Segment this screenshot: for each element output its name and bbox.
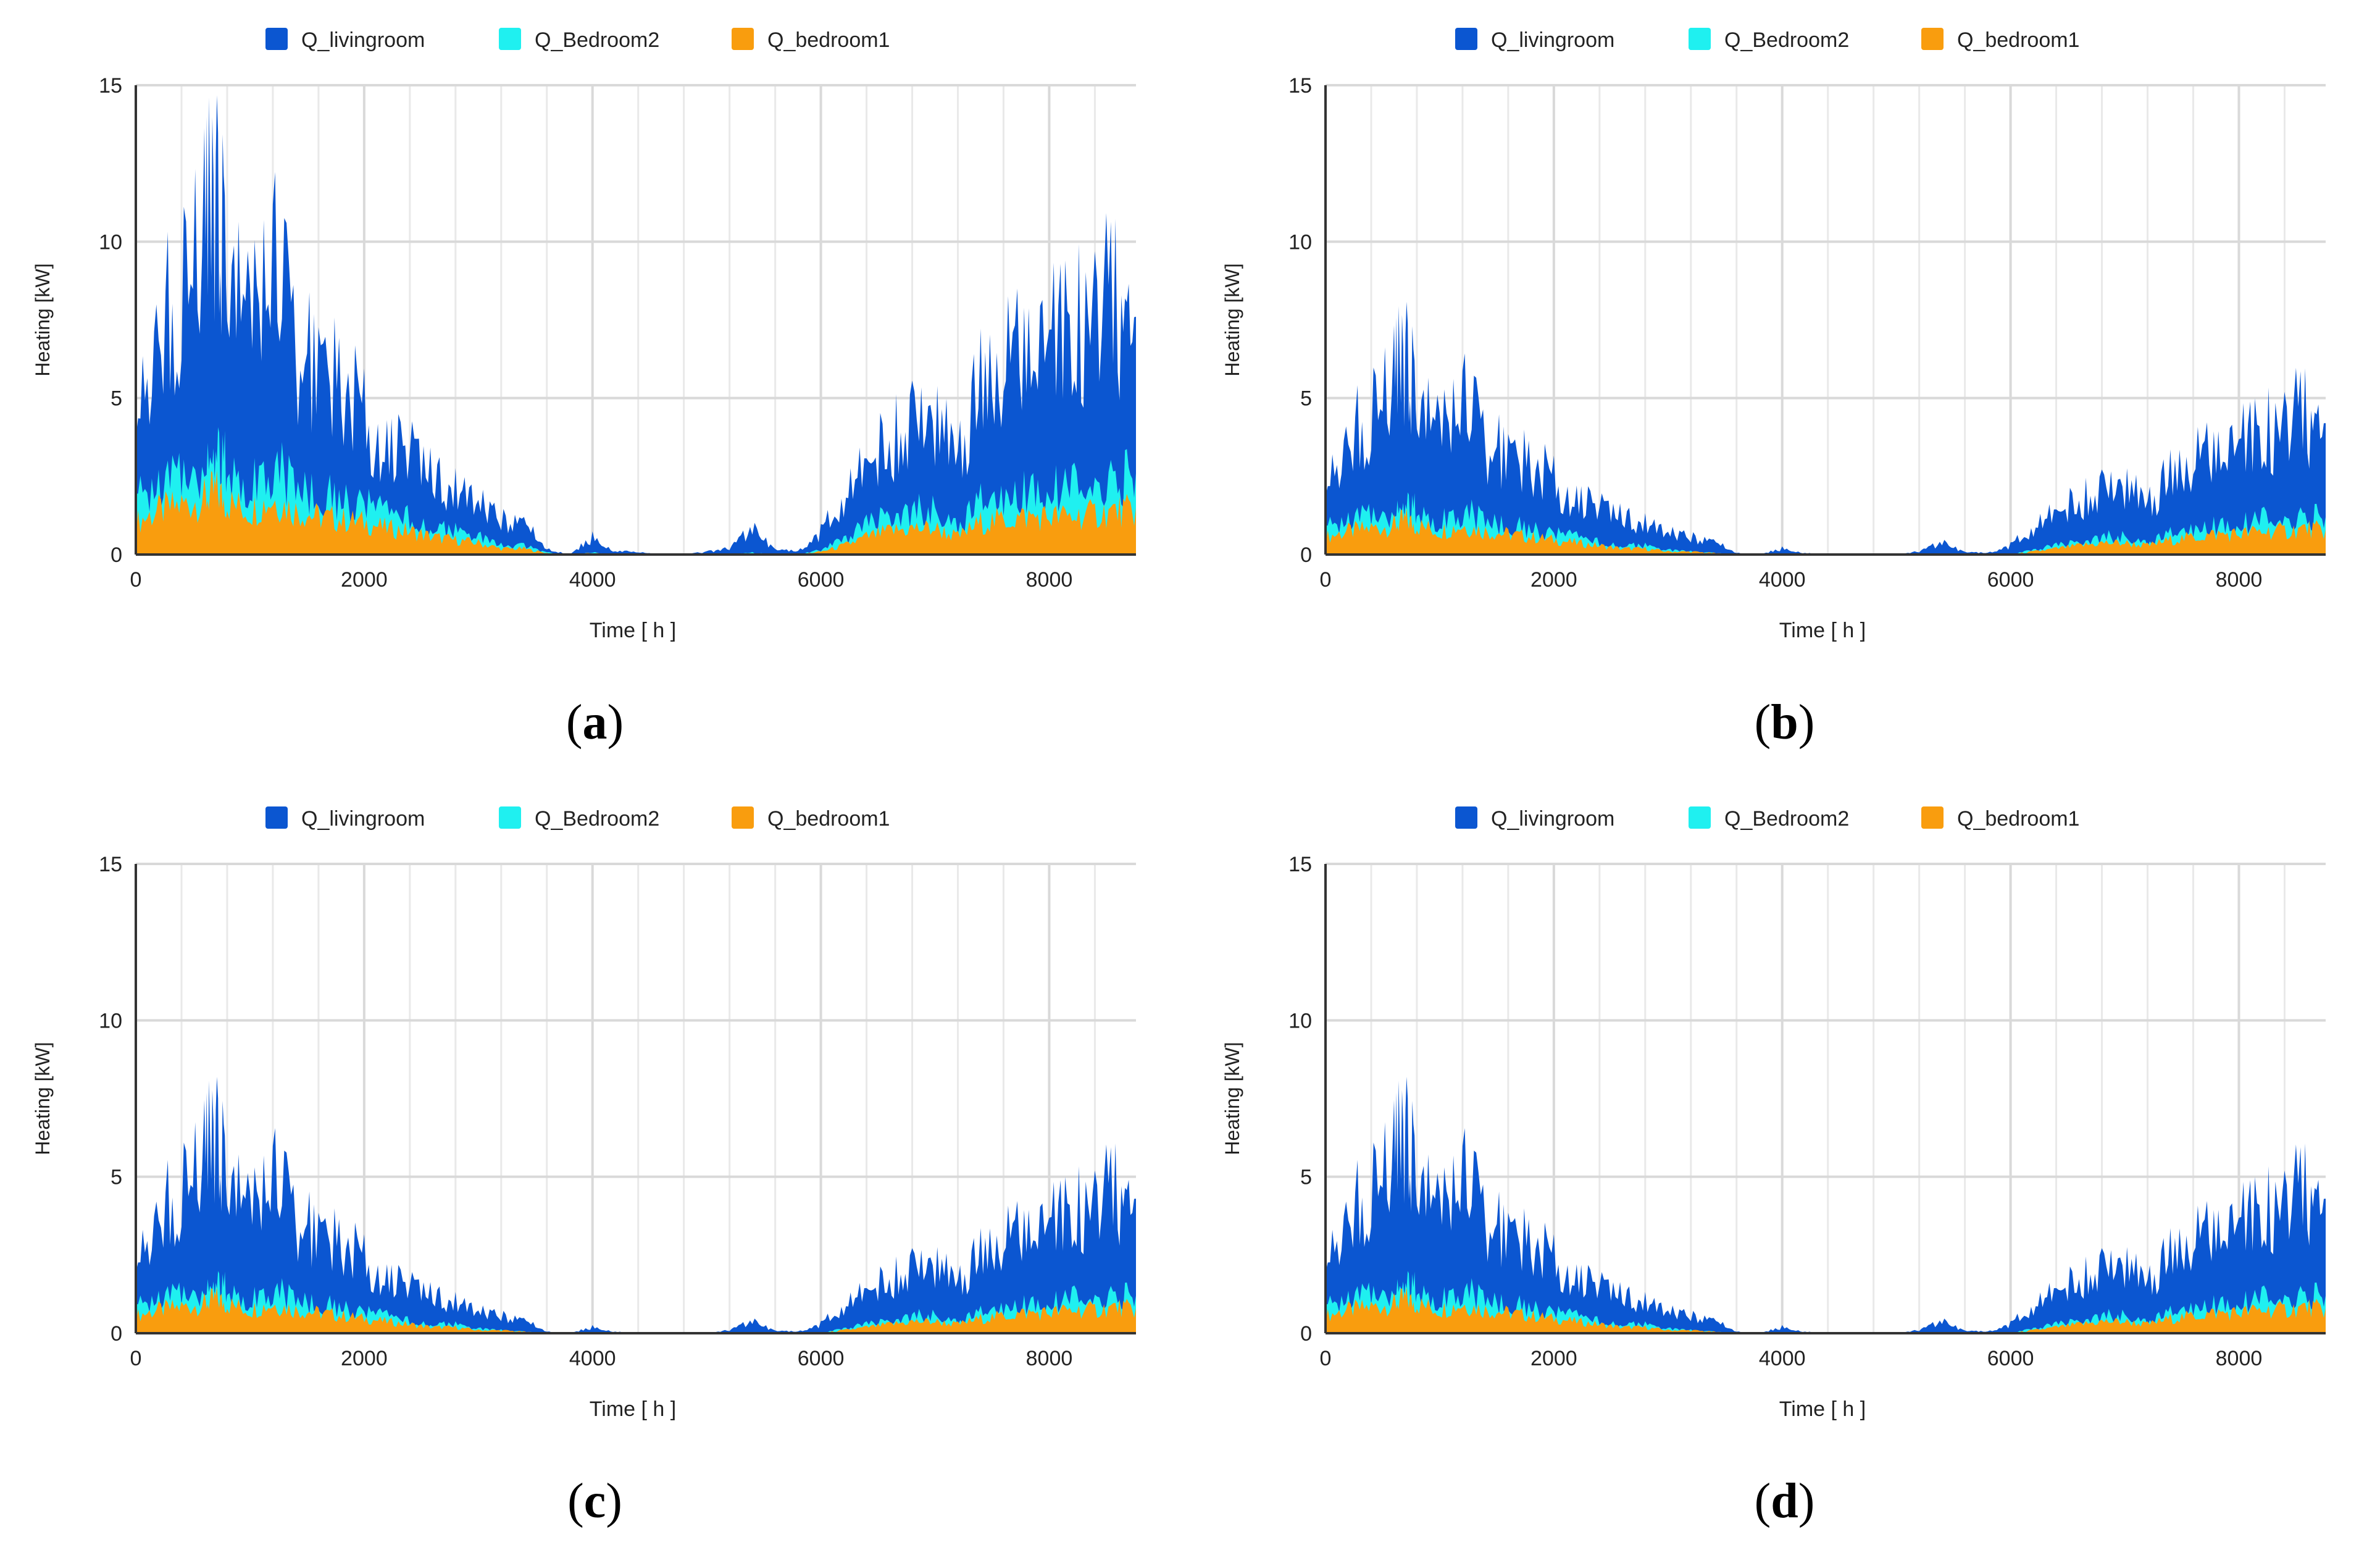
legend-swatch-livingroom (1455, 28, 1477, 50)
area-livingroom (1326, 301, 2326, 555)
legend-swatch-bedroom2 (1689, 806, 1711, 829)
legend-swatch-bedroom1 (732, 806, 754, 829)
y-tick-label: 15 (1288, 853, 1312, 876)
x-axis-label: Time [ h ] (590, 619, 676, 642)
chart-b: 0 5 10 15 0 2000 4000 6000 8000 Time [ h ] Heating… (1221, 28, 2326, 642)
y-tick-label: 5 (111, 1166, 122, 1189)
x-tick-label: 2000 (1530, 1347, 1577, 1370)
legend-swatch-bedroom2 (1689, 28, 1711, 50)
area-bedroom1 (136, 470, 1136, 555)
x-tick-label: 0 (130, 1347, 142, 1370)
x-tick-label: 8000 (1026, 568, 1073, 592)
area-bedroom2 (136, 427, 1136, 555)
legend-label: Q_Bedroom2 (1724, 28, 1849, 52)
area-livingroom (136, 95, 1136, 555)
x-tick-label: 6000 (798, 1347, 845, 1370)
chart-d: 0 5 10 15 0 2000 4000 6000 8000 Time [ h ] Heating… (1221, 806, 2326, 1421)
area-bedroom1 (1326, 508, 2326, 555)
x-axis-label: Time [ h ] (590, 1397, 676, 1421)
chart-panel-a: 0 5 10 15 0 2000 4000 6000 8000 Time [ h ] Heating… (0, 0, 1190, 779)
legend-swatch-livingroom (265, 806, 288, 829)
panel-caption-d: (d) (1754, 1474, 1815, 1528)
x-axis-label: Time [ h ] (1779, 1397, 1866, 1421)
y-axis-label: Heating [kW] (31, 263, 54, 376)
y-tick-label: 5 (1300, 387, 1312, 411)
legend-label: Q_livingroom (301, 807, 425, 831)
area-bedroom1 (136, 1287, 1136, 1333)
x-tick-label: 4000 (569, 568, 616, 592)
legend-label: Q_bedroom1 (1957, 807, 2079, 831)
legend-label: Q_livingroom (301, 28, 425, 52)
y-tick-label: 5 (1300, 1166, 1312, 1189)
x-tick-label: 0 (1320, 568, 1332, 592)
x-tick-label: 8000 (2216, 1347, 2263, 1370)
legend-label: Q_Bedroom2 (1724, 807, 1849, 831)
area-livingroom (1326, 1076, 2326, 1333)
legend-label: Q_livingroom (1491, 28, 1614, 52)
chart-panel-b: 0 5 10 15 0 2000 4000 6000 8000 Time [ h ] Heating… (1190, 0, 2379, 779)
y-tick-label: 10 (1288, 1009, 1312, 1032)
area-bedroom2 (1326, 1271, 2326, 1333)
legend-label: Q_bedroom1 (767, 807, 890, 831)
panel-caption-b: (b) (1754, 695, 1815, 750)
legend-label: Q_livingroom (1491, 807, 1614, 831)
x-tick-label: 2000 (341, 1347, 388, 1370)
y-tick-label: 10 (99, 1009, 122, 1032)
legend-label: Q_Bedroom2 (535, 807, 659, 831)
y-axis-label: Heating [kW] (1221, 263, 1243, 376)
x-tick-label: 0 (1320, 1347, 1332, 1370)
y-tick-label: 5 (111, 387, 122, 411)
chart-panel-c: 0 5 10 15 0 2000 4000 6000 8000 Time [ h ] Heating… (0, 779, 1190, 1557)
y-axis-label: Heating [kW] (31, 1042, 54, 1155)
y-axis-label: Heating [kW] (1221, 1042, 1243, 1155)
y-tick-label: 15 (1288, 74, 1312, 98)
legend-swatch-livingroom (265, 28, 288, 50)
x-tick-label: 4000 (1759, 568, 1806, 592)
legend-label: Q_bedroom1 (1957, 28, 2079, 52)
panel-caption-c: (c) (567, 1474, 622, 1528)
y-tick-label: 0 (1300, 1322, 1312, 1346)
legend-swatch-bedroom2 (499, 806, 521, 829)
chart-a: 0 5 10 15 0 2000 4000 6000 8000 Time [ h ] Heating… (31, 28, 1136, 642)
y-tick-label: 10 (1288, 230, 1312, 254)
y-tick-label: 0 (111, 543, 122, 567)
chart-panel-d: 0 5 10 15 0 2000 4000 6000 8000 Time [ h ] Heating… (1190, 779, 2379, 1557)
x-axis-label: Time [ h ] (1779, 619, 1866, 642)
panel-caption-a: (a) (566, 695, 624, 750)
y-tick-label: 15 (99, 853, 122, 876)
x-tick-label: 4000 (1759, 1347, 1806, 1370)
area-livingroom (136, 1076, 1136, 1333)
area-bedroom2 (136, 1271, 1136, 1333)
y-tick-label: 0 (111, 1322, 122, 1346)
x-tick-label: 8000 (2216, 568, 2263, 592)
legend-label: Q_bedroom1 (767, 28, 890, 52)
y-tick-label: 15 (99, 74, 122, 98)
legend-swatch-bedroom2 (499, 28, 521, 50)
x-tick-label: 2000 (1530, 568, 1577, 592)
legend-label: Q_Bedroom2 (535, 28, 659, 52)
y-tick-label: 0 (1300, 543, 1312, 567)
x-tick-label: 0 (130, 568, 142, 592)
area-bedroom1 (1326, 1287, 2326, 1333)
x-tick-label: 4000 (569, 1347, 616, 1370)
legend-swatch-bedroom1 (732, 28, 754, 50)
x-tick-label: 6000 (798, 568, 845, 592)
y-tick-label: 10 (99, 230, 122, 254)
legend-swatch-livingroom (1455, 806, 1477, 829)
x-tick-label: 2000 (341, 568, 388, 592)
chart-c: 0 5 10 15 0 2000 4000 6000 8000 Time [ h ] Heating… (31, 806, 1136, 1421)
area-bedroom2 (1326, 492, 2326, 555)
x-tick-label: 6000 (1987, 568, 2034, 592)
legend-swatch-bedroom1 (1921, 806, 1944, 829)
legend-swatch-bedroom1 (1921, 28, 1944, 50)
x-tick-label: 6000 (1987, 1347, 2034, 1370)
x-tick-label: 8000 (1026, 1347, 1073, 1370)
